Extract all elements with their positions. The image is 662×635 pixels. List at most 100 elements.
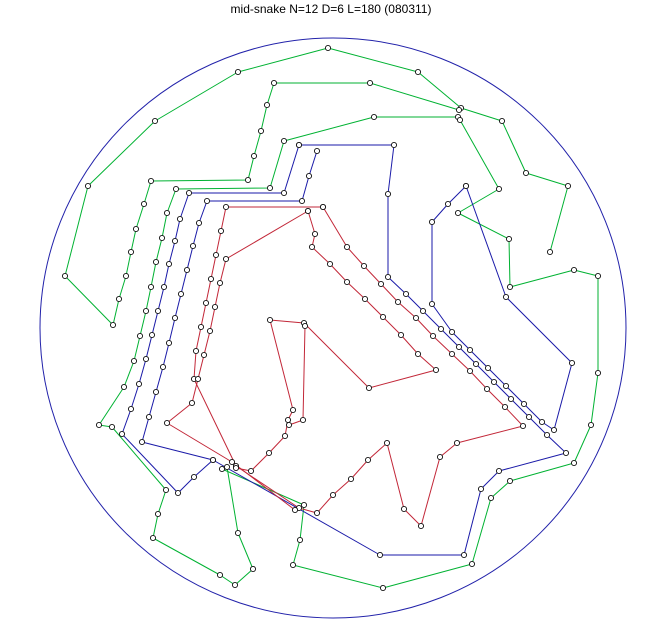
blue-main-loop-marker xyxy=(135,380,143,388)
green-right-bottom-lap-line xyxy=(221,119,599,589)
blue-main-loop-marker xyxy=(148,331,156,339)
blue-right-loop-line xyxy=(431,185,573,431)
boundary-circle xyxy=(39,37,627,619)
green-left-bottom-lap-marker xyxy=(234,529,242,537)
blue-right-loop-marker xyxy=(428,300,436,308)
red-outer-zigzag-loop-marker xyxy=(417,522,425,530)
red-outer-zigzag-loop-marker xyxy=(364,456,372,464)
blue-main-loop-marker xyxy=(384,273,392,281)
red-outer-zigzag-loop-marker xyxy=(202,299,210,307)
green-left-bottom-lap-marker xyxy=(149,534,157,542)
green-left-bottom-lap-marker xyxy=(130,357,138,365)
green-left-bottom-lap-marker xyxy=(108,423,116,431)
green-left-bottom-lap-marker xyxy=(152,258,160,266)
green-outer-loop-marker xyxy=(122,272,130,280)
blue-main-loop-marker xyxy=(384,190,392,198)
red-center-hook-marker xyxy=(361,295,369,303)
green-outer-loop-marker xyxy=(414,68,422,76)
blue-inner-lap-marker xyxy=(209,456,217,464)
red-center-hook-marker xyxy=(247,467,255,475)
blue-main-loop-marker xyxy=(437,325,445,333)
green-left-bottom-lap-marker xyxy=(216,571,224,579)
green-right-bottom-lap-marker xyxy=(506,283,514,291)
green-left-bottom-lap-marker xyxy=(163,209,171,217)
blue-main-loop-marker xyxy=(295,141,303,149)
green-outer-loop-marker xyxy=(127,248,135,256)
blue-main-loop-marker xyxy=(160,283,168,291)
blue-main-loop-line xyxy=(121,144,567,556)
green-left-bottom-lap-marker xyxy=(158,234,166,242)
green-outer-loop-marker xyxy=(147,177,155,185)
blue-main-loop-marker xyxy=(118,430,126,438)
red-center-hook-marker xyxy=(289,406,297,414)
red-outer-zigzag-loop-marker xyxy=(217,227,225,235)
green-right-bottom-lap-marker xyxy=(300,501,308,509)
green-outer-loop-marker xyxy=(115,295,123,303)
red-outer-zigzag-loop-marker xyxy=(313,509,321,517)
blue-main-loop-marker xyxy=(455,343,463,351)
blue-main-loop-marker xyxy=(490,378,498,386)
blue-inner-lap-marker xyxy=(145,413,153,421)
green-left-bottom-lap-marker xyxy=(136,332,144,340)
blue-right-loop-marker xyxy=(568,359,576,367)
red-outer-zigzag-loop-marker xyxy=(329,491,337,499)
green-right-bottom-lap-marker xyxy=(570,266,578,274)
blue-right-loop-marker xyxy=(520,400,528,408)
green-outer-loop-marker xyxy=(270,79,278,87)
blue-inner-lap-marker xyxy=(189,242,197,250)
blue-inner-lap-marker xyxy=(305,172,313,180)
blue-main-loop-marker xyxy=(460,551,468,559)
blue-main-loop-marker xyxy=(185,189,193,197)
blue-right-loop-marker xyxy=(466,346,474,354)
blue-inner-lap-marker xyxy=(313,147,321,155)
red-center-hook-marker xyxy=(326,260,334,268)
blue-main-loop-marker xyxy=(543,431,551,439)
red-outer-zigzag-loop-marker xyxy=(192,347,200,355)
green-right-bottom-lap-marker xyxy=(594,272,602,280)
green-outer-loop-marker xyxy=(132,225,140,233)
green-outer-loop-marker xyxy=(250,152,258,160)
red-center-hook-marker xyxy=(232,464,240,472)
red-outer-zigzag-loop-marker xyxy=(383,439,391,447)
red-outer-zigzag-loop-line xyxy=(193,206,524,527)
blue-right-loop-marker xyxy=(462,182,470,190)
blue-main-loop-marker xyxy=(174,489,182,497)
green-outer-loop-marker xyxy=(366,79,374,87)
blue-inner-lap-marker xyxy=(177,290,185,298)
blue-right-loop-marker xyxy=(502,293,510,301)
green-outer-loop-marker xyxy=(234,68,242,76)
blue-right-loop-marker xyxy=(502,382,510,390)
blue-inner-lap-marker xyxy=(165,339,173,347)
green-right-bottom-lap-marker xyxy=(506,477,514,485)
red-center-hook-marker xyxy=(284,416,292,424)
green-outer-loop-marker xyxy=(498,117,506,125)
red-outer-zigzag-loop-marker xyxy=(207,275,215,283)
red-outer-zigzag-loop-marker xyxy=(360,262,368,270)
red-center-hook-line xyxy=(235,210,437,472)
green-outer-loop-marker xyxy=(564,182,572,190)
red-center-hook-marker xyxy=(311,230,319,238)
green-outer-loop-marker xyxy=(546,248,554,256)
blue-main-loop-marker xyxy=(142,355,150,363)
green-left-bottom-lap-marker xyxy=(120,383,128,391)
blue-main-loop-marker xyxy=(562,449,570,457)
red-left-lap-marker xyxy=(228,458,236,466)
green-right-bottom-lap-marker xyxy=(570,459,578,467)
green-right-bottom-lap-marker xyxy=(379,584,387,592)
blue-main-loop-marker xyxy=(165,260,173,268)
blue-inner-lap-marker xyxy=(159,363,167,371)
blue-main-loop-marker xyxy=(402,290,410,298)
red-outer-zigzag-loop-marker xyxy=(453,439,461,447)
green-left-bottom-lap-marker xyxy=(370,113,378,121)
green-left-bottom-lap-marker xyxy=(162,486,170,494)
blue-inner-lap-marker xyxy=(138,438,146,446)
green-left-bottom-lap-marker xyxy=(231,581,239,589)
green-right-bottom-lap-marker xyxy=(505,235,513,243)
blue-main-loop-marker xyxy=(477,485,485,493)
blue-main-loop-marker xyxy=(495,467,503,475)
green-outer-loop-marker xyxy=(151,117,159,125)
blue-main-loop-marker xyxy=(525,413,533,421)
red-left-lap-marker xyxy=(200,351,208,359)
blue-inner-lap-marker xyxy=(183,266,191,274)
